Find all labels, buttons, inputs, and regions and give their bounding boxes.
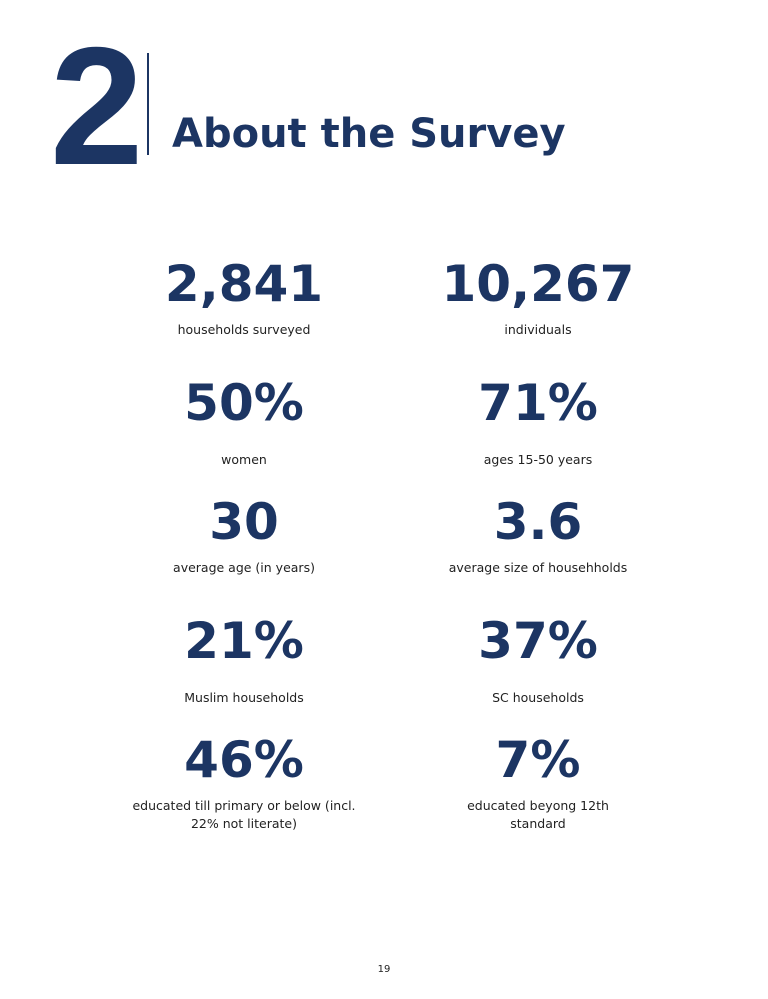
stat-value: 71%	[478, 374, 598, 432]
stat-label: SC households	[492, 690, 584, 705]
stat-muslim-households: 21% Muslim households	[94, 611, 394, 707]
stat-households-surveyed: 2,841 households surveyed	[94, 254, 394, 339]
stat-label: educated till primary or below (incl. 22…	[132, 798, 356, 831]
stat-label: ages 15-50 years	[483, 452, 593, 467]
stat-label: average age (in years)	[173, 560, 315, 575]
stat-value: 3.6	[493, 493, 583, 551]
stat-average-age: 30 average age (in years)	[94, 492, 394, 577]
stat-women: 50% women	[94, 373, 394, 469]
stat-value: 30	[209, 493, 279, 551]
stat-value: 37%	[478, 612, 598, 670]
stat-label: average size of househholds	[448, 560, 628, 575]
stat-label: households surveyed	[177, 322, 311, 337]
stat-label: individuals	[504, 322, 572, 337]
stat-label: Muslim households	[184, 690, 304, 705]
chapter-divider	[147, 53, 149, 155]
stat-label: educated beyong 12th standard	[467, 798, 609, 831]
stat-ages: 71% ages 15-50 years	[388, 373, 688, 469]
stat-value: 21%	[184, 612, 304, 670]
chapter-number: 2	[50, 12, 143, 200]
stat-value: 7%	[495, 731, 581, 789]
stat-value: 46%	[184, 731, 304, 789]
stat-educated-12th: 7% educated beyong 12th standard	[388, 730, 688, 833]
stat-individuals: 10,267 individuals	[388, 254, 688, 339]
stat-value: 50%	[184, 374, 304, 432]
page-number: 19	[377, 964, 391, 975]
stat-value: 10,267	[441, 255, 635, 313]
stat-value: 2,841	[164, 255, 324, 313]
stat-educated-primary: 46% educated till primary or below (incl…	[94, 730, 394, 833]
stat-household-size: 3.6 average size of househholds	[388, 492, 688, 577]
chapter-title: About the Survey	[172, 111, 566, 157]
stat-label: women	[221, 452, 267, 467]
stat-sc-households: 37% SC households	[388, 611, 688, 707]
